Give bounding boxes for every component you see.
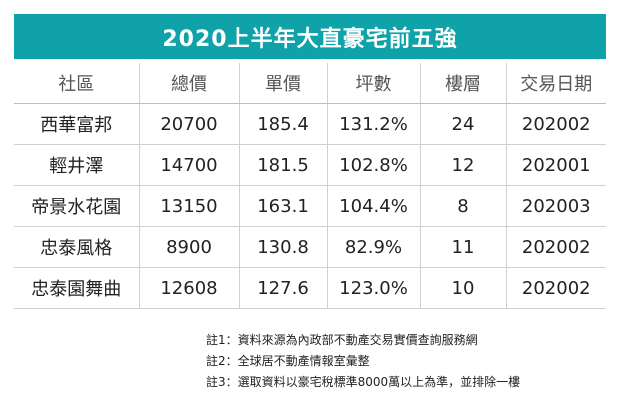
cell-unit-price: 163.1 [238,185,327,227]
column-header-floor: 樓層 [419,63,506,104]
cell-unit-price: 127.6 [238,267,327,309]
cell-date: 202001 [505,144,606,186]
cell-unit-price: 181.5 [238,144,327,186]
footnote-source: 註1：資料來源為內政部不動產交易實價查詢服務網 [206,333,478,347]
cell-unit-price: 130.8 [238,226,327,268]
cell-community: 輕井澤 [14,144,139,186]
cell-total-price: 13150 [138,185,239,227]
cell-community: 忠泰園舞曲 [14,267,139,309]
cell-floor: 11 [419,226,506,268]
cell-area: 104.4% [326,185,420,227]
cell-floor: 24 [419,103,506,145]
table-row: 輕井澤 14700 181.5 102.8% 12 202001 [14,144,606,186]
title-banner: 2020上半年大直豪宅前五強 [14,14,606,59]
cell-community: 西華富邦 [14,103,139,145]
cell-total-price: 8900 [138,226,239,268]
column-header-total-price: 總價 [138,63,239,104]
cell-date: 202002 [505,267,606,309]
column-header-date: 交易日期 [505,63,606,104]
table-row: 忠泰園舞曲 12608 127.6 123.0% 10 202002 [14,267,606,309]
cell-area: 102.8% [326,144,420,186]
table-row: 西華富邦 20700 185.4 131.2% 24 202002 [14,103,606,145]
table-title: 2020上半年大直豪宅前五強 [162,26,458,52]
cell-floor: 10 [419,267,506,309]
cell-date: 202002 [505,103,606,145]
table-row: 忠泰風格 8900 130.8 82.9% 11 202002 [14,226,606,268]
cell-floor: 8 [419,185,506,227]
column-header-unit-price: 單價 [238,63,327,104]
column-header-community: 社區 [14,63,139,104]
cell-community: 帝景水花園 [14,185,139,227]
cell-floor: 12 [419,144,506,186]
table-row: 帝景水花園 13150 163.1 104.4% 8 202003 [14,185,606,227]
footnote-criteria: 註3：選取資料以豪宅稅標準8000萬以上為準，並排除一樓 [206,375,521,389]
cell-area: 82.9% [326,226,420,268]
header-row: 社區 總價 單價 坪數 樓層 交易日期 [14,63,606,104]
column-header-area: 坪數 [326,63,420,104]
footnote-compiler: 註2：全球居不動產情報室彙整 [206,354,370,368]
cell-area: 123.0% [326,267,420,309]
cell-total-price: 12608 [138,267,239,309]
cell-total-price: 20700 [138,103,239,145]
cell-unit-price: 185.4 [238,103,327,145]
cell-community: 忠泰風格 [14,226,139,268]
cell-total-price: 14700 [138,144,239,186]
cell-date: 202002 [505,226,606,268]
cell-area: 131.2% [326,103,420,145]
transaction-table: 社區 總價 單價 坪數 樓層 交易日期 西華富邦 20700 185.4 131… [14,63,606,309]
cell-date: 202003 [505,185,606,227]
footnotes: 註1：資料來源為內政部不動產交易實價查詢服務網 註2：全球居不動產情報室彙整 註… [206,330,606,393]
